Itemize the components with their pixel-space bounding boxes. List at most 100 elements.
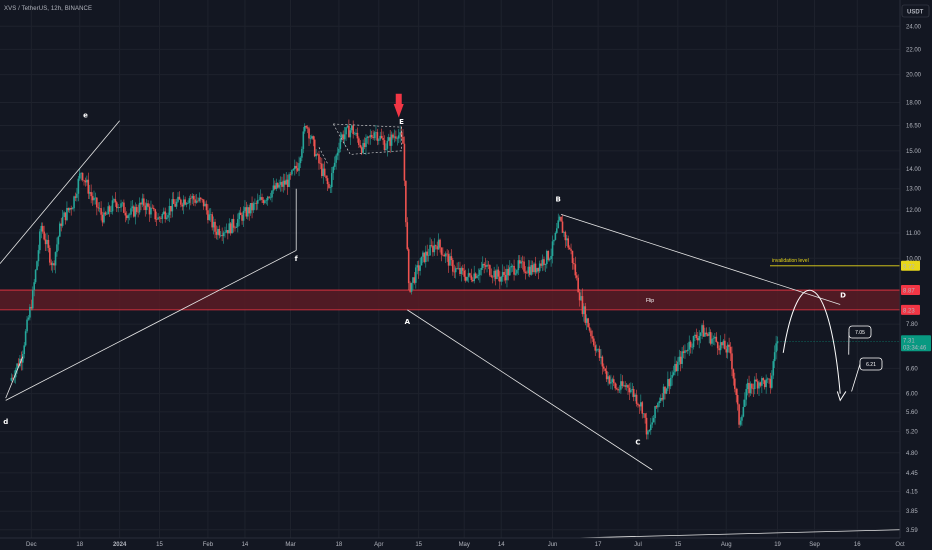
candle-body <box>281 181 283 187</box>
candle-body <box>481 263 484 268</box>
candle-body <box>228 223 231 234</box>
candle-body <box>271 190 273 198</box>
candle-body <box>735 388 738 395</box>
candle-body <box>530 265 532 275</box>
candle-body <box>254 202 256 204</box>
candle-body <box>538 263 541 272</box>
price-axis[interactable]: 24.00 22.00 20.00 18.00 16.50 15.00 14.00 13.00… <box>899 0 932 550</box>
candle-body <box>282 180 285 187</box>
candle-body <box>29 306 31 318</box>
candle-body <box>54 252 57 266</box>
candle-body <box>37 250 40 262</box>
candle-body <box>651 422 654 425</box>
candle-body <box>594 345 597 351</box>
time-tick-label: May <box>459 542 470 548</box>
candle-body <box>554 232 557 240</box>
time-tick-label: 15 <box>156 542 163 548</box>
candle-body <box>308 128 310 139</box>
price-tick-label: 24.00 <box>906 24 922 30</box>
candle-body <box>21 353 24 363</box>
candle-body <box>449 256 451 266</box>
candle-body <box>493 270 495 278</box>
candle-body <box>726 344 729 353</box>
candle-body <box>104 212 107 215</box>
candle-body <box>167 215 169 218</box>
candle-body <box>46 239 48 245</box>
candle-body <box>419 265 421 271</box>
candle-body <box>652 418 655 423</box>
candle-body <box>61 216 64 226</box>
candle-body <box>377 139 380 141</box>
candle-body <box>565 238 568 241</box>
candle-body <box>480 267 483 270</box>
candle-body <box>440 247 443 255</box>
candle-body <box>390 134 393 146</box>
candle-body <box>601 356 604 367</box>
candle-body <box>546 250 548 264</box>
zone-top-price-label: 8.87 <box>903 289 915 295</box>
candle-body <box>514 273 517 275</box>
candle-body <box>249 203 252 214</box>
candle-body <box>745 389 748 400</box>
candle-body <box>561 221 564 233</box>
wave-label-f: f <box>295 255 299 263</box>
candle-body <box>695 334 698 339</box>
candle-body <box>751 383 753 389</box>
candle-body <box>369 135 372 138</box>
candle-body <box>573 263 575 265</box>
candle-body <box>285 179 288 185</box>
time-axis[interactable]: Dec 18 2024 15 Feb 14 Mar 18 Apr 15 May 14 Jun 17 Jul 1… <box>0 537 905 548</box>
candle-body <box>500 276 503 282</box>
candle-body <box>597 349 599 350</box>
candle-body <box>123 202 125 213</box>
candle-body <box>442 254 444 256</box>
candle-body <box>73 196 75 209</box>
candle-body <box>567 238 569 248</box>
candle-body <box>68 208 71 211</box>
candle-body <box>31 290 34 309</box>
candle-body <box>450 256 453 261</box>
candle-body <box>151 207 154 209</box>
candle-body <box>362 143 364 153</box>
candle-body <box>509 267 511 276</box>
candle-body <box>71 208 74 210</box>
candle-body <box>634 394 636 397</box>
candle-body <box>684 350 686 354</box>
candle-body <box>742 406 745 417</box>
time-tick-label: 15 <box>415 542 422 548</box>
wave-label-d: d <box>3 418 8 426</box>
candle-body <box>215 231 218 235</box>
candle-body <box>422 252 424 257</box>
candle-body <box>501 272 504 277</box>
candle-body <box>148 206 151 215</box>
candle-body <box>251 203 253 211</box>
candle-body <box>161 214 164 219</box>
candle-body <box>155 219 158 220</box>
grid-lines <box>0 0 901 538</box>
candle-body <box>201 199 204 200</box>
candle-body <box>306 127 309 129</box>
candle-body <box>479 269 481 276</box>
candle-body <box>207 210 209 221</box>
currency-badge[interactable] <box>901 4 930 18</box>
candle-body <box>658 401 661 404</box>
candle-body <box>486 264 488 267</box>
candle-body <box>497 269 500 277</box>
candle-body <box>264 200 266 204</box>
price-tick-label: 15.00 <box>906 149 922 155</box>
candle-body <box>632 389 635 397</box>
candle-body <box>214 221 216 232</box>
trendline-A-C <box>407 309 653 471</box>
candle-body <box>358 138 360 145</box>
candle-body <box>473 273 476 282</box>
candle-body <box>209 214 212 215</box>
candle-body <box>524 271 527 273</box>
candle-body <box>265 200 268 201</box>
candle-body <box>604 368 607 371</box>
candle-body <box>164 211 166 219</box>
candle-body <box>469 273 471 276</box>
candle-body <box>36 261 38 271</box>
candle-body <box>506 268 508 281</box>
